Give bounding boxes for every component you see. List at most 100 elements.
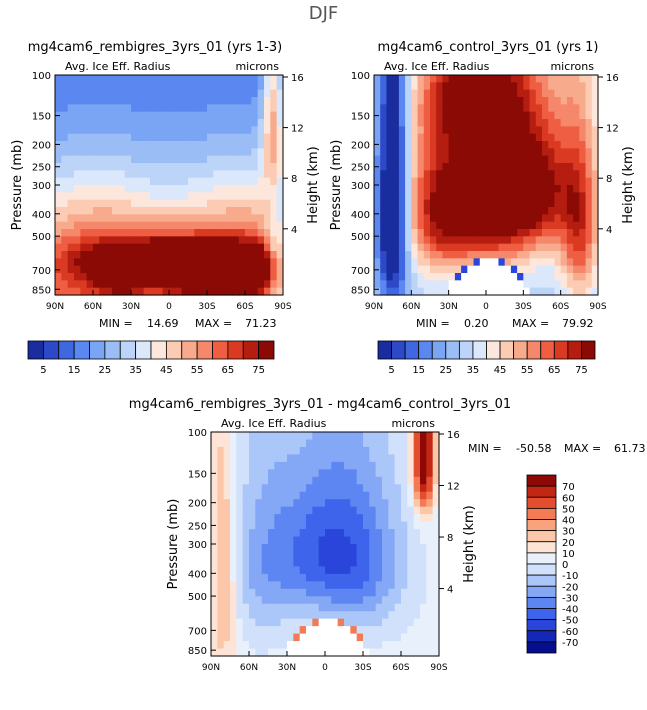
heatmap-cell — [86, 89, 94, 98]
heatmap-cell — [548, 163, 556, 171]
y-tick-label: 300 — [32, 181, 51, 192]
heatmap-cell — [420, 551, 427, 560]
heatmap-cell — [230, 641, 237, 650]
heatmap-cell — [251, 126, 259, 135]
heatmap-cell — [143, 104, 151, 113]
heatmap-cell — [213, 148, 221, 157]
heatmap-cell — [99, 221, 107, 230]
heatmap-cell — [242, 603, 250, 612]
heatmap-cell — [61, 273, 69, 281]
heatmap-cell — [242, 439, 250, 448]
heatmap-cell — [442, 207, 450, 215]
heatmap-cell — [363, 432, 370, 441]
heatmap-cell — [498, 141, 506, 149]
heatmap-cell — [325, 551, 332, 560]
heatmap-cell — [156, 258, 164, 267]
heatmap-cell — [369, 536, 377, 545]
heatmap-cell — [207, 199, 214, 208]
heatmap-cell — [156, 82, 164, 91]
heatmap-cell — [230, 529, 237, 538]
heatmap-cell — [374, 141, 381, 149]
heatmap-cell — [306, 446, 313, 455]
heatmap-cell — [486, 119, 493, 127]
heatmap-cell — [188, 170, 195, 179]
heatmap-cell — [504, 177, 512, 186]
heatmap-cell — [251, 243, 259, 252]
heatmap-cell — [411, 163, 419, 171]
heatmap-cell — [350, 446, 358, 455]
heatmap-cell — [398, 236, 406, 245]
heatmap-cell — [55, 243, 62, 252]
heatmap-cell — [382, 446, 389, 455]
heatmap-cell — [249, 536, 256, 545]
heatmap-cell — [591, 185, 599, 193]
heatmap-cell — [388, 484, 396, 493]
heatmap-cell — [517, 273, 524, 281]
heatmap-cell — [486, 185, 493, 193]
heatmap-cell — [230, 499, 237, 508]
heatmap-cell — [382, 626, 389, 635]
colorbar-segment — [391, 340, 406, 360]
heatmap-cell — [223, 581, 231, 590]
colorbar-label: 40 — [562, 516, 575, 527]
heatmap-cell — [251, 155, 259, 164]
heatmap-cell — [245, 221, 252, 230]
heatmap-cell — [535, 97, 543, 105]
min-value: -50.58 — [516, 442, 551, 455]
heatmap-cell — [510, 251, 518, 259]
heatmap-cell — [226, 229, 233, 237]
heatmap-cell — [287, 514, 294, 523]
heatmap-cell — [162, 192, 170, 201]
heatmap-cell — [585, 229, 593, 237]
heatmap-cell — [99, 258, 107, 267]
heatmap-cell — [245, 265, 252, 274]
heatmap-cell — [194, 251, 202, 259]
heatmap-cell — [217, 476, 225, 485]
heatmap-cell — [131, 192, 138, 201]
heatmap-cell — [80, 133, 88, 142]
heatmap-cell — [486, 207, 493, 215]
heatmap-cell — [61, 207, 69, 215]
heatmap-cell — [287, 611, 294, 620]
heatmap-cell — [467, 177, 475, 186]
heatmap-cell — [249, 544, 256, 553]
heatmap-cell — [542, 185, 549, 193]
heatmap-cell — [268, 514, 275, 523]
heatmap-cell — [529, 185, 537, 193]
heatmap-cell — [287, 641, 294, 650]
heatmap-cell — [124, 97, 132, 105]
heatmap-cell — [394, 558, 402, 567]
heatmap-cell — [219, 177, 227, 186]
heatmap-cell — [473, 185, 481, 193]
heatmap-cell — [467, 185, 475, 193]
heatmap-cell — [61, 104, 69, 113]
heatmap-cell — [566, 97, 574, 105]
heatmap-cell — [61, 192, 69, 201]
heatmap-cell — [356, 514, 364, 523]
heatmap-cell — [337, 439, 345, 448]
heatmap-cell — [467, 163, 475, 171]
heatmap-cell — [306, 558, 313, 567]
colorbar-segment — [526, 507, 557, 520]
heatmap-cell — [118, 155, 126, 164]
heatmap-cell — [529, 258, 537, 267]
heatmap-cell — [118, 126, 126, 135]
heatmap-cell — [585, 273, 593, 281]
heatmap-cell — [270, 207, 278, 215]
heatmap-cell — [380, 251, 388, 259]
heatmap-cell — [257, 163, 265, 171]
y2-tick-label: 12 — [447, 482, 460, 493]
heatmap-cell — [374, 170, 381, 179]
colorbar-segment — [526, 563, 557, 576]
heatmap-cell — [200, 170, 208, 179]
heatmap-cell — [124, 75, 132, 83]
heatmap-cell — [498, 258, 506, 267]
heatmap-cell — [423, 265, 431, 274]
heatmap-cell — [112, 170, 119, 179]
heatmap-cell — [344, 611, 351, 620]
heatmap-cell — [200, 199, 208, 208]
heatmap-cell — [219, 229, 227, 237]
heatmap-cell — [374, 229, 381, 237]
heatmap-cell — [105, 287, 113, 296]
